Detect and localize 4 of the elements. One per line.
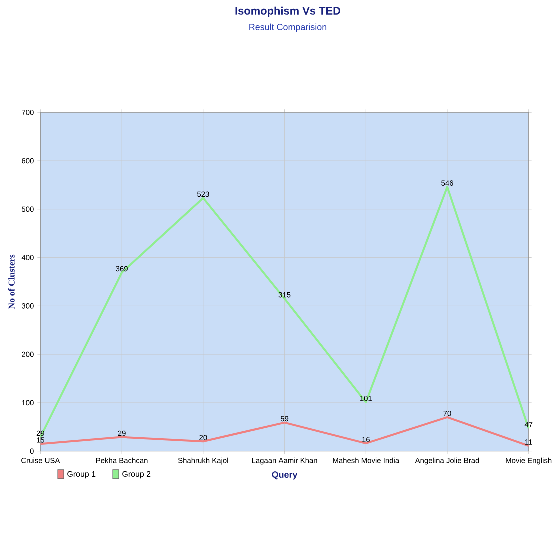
y-axis-title: No of Clusters <box>8 254 15 310</box>
x-axis-title: Query <box>272 472 298 480</box>
chart-title: Isomophism Vs TED <box>236 6 341 18</box>
chart-subtitle: Result Comparision <box>250 24 327 32</box>
